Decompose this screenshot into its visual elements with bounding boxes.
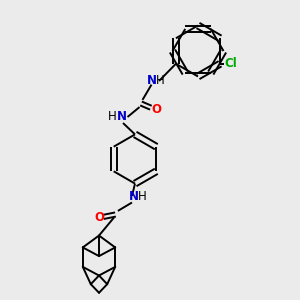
Text: N: N xyxy=(116,110,127,124)
Text: O: O xyxy=(151,103,161,116)
Text: H: H xyxy=(137,190,146,203)
Text: H: H xyxy=(155,74,164,87)
Text: N: N xyxy=(128,190,139,203)
Text: H: H xyxy=(108,110,117,124)
Text: Cl: Cl xyxy=(225,57,237,70)
Text: O: O xyxy=(94,211,104,224)
Text: N: N xyxy=(146,74,157,87)
